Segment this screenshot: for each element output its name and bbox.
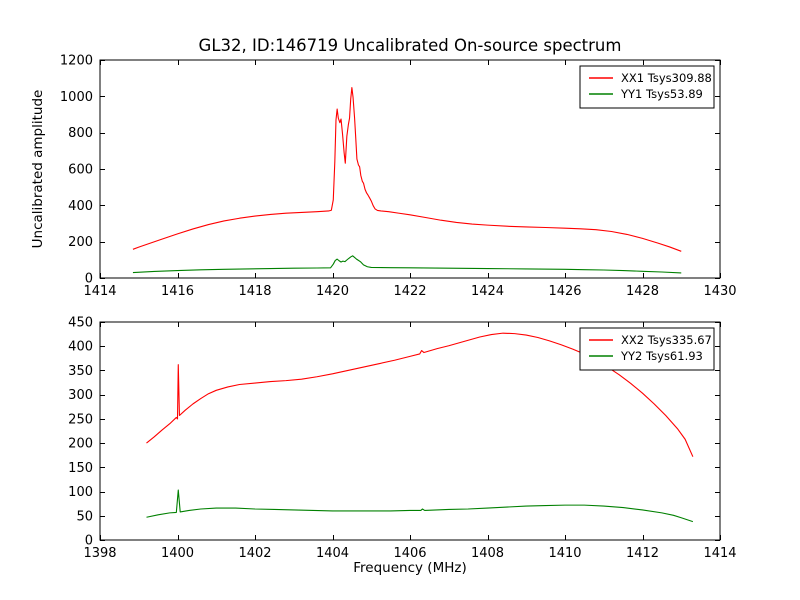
y-tick-label: 450 [68, 316, 93, 331]
x-tick-label: 1400 [161, 546, 194, 561]
y-tick-label: 300 [68, 388, 93, 403]
x-tick-label: 1430 [703, 284, 736, 299]
y-tick-label: 1200 [60, 54, 93, 69]
bottom-spectrum-legend-box [579, 327, 715, 371]
x-tick-label: 1404 [316, 546, 349, 561]
x-tick-label: 1412 [626, 546, 659, 561]
x-tick-label: 1402 [238, 546, 271, 561]
legend-label-XX1: XX1 Tsys309.88 [621, 71, 712, 85]
series-XX1-line [132, 87, 682, 252]
x-tick-label: 1426 [548, 284, 581, 299]
x-tick-label: 1422 [393, 284, 426, 299]
x-tick-label: 1410 [548, 546, 581, 561]
legend-label-YY1: YY1 Tsys53.89 [620, 87, 703, 101]
series-YY2-line [146, 489, 694, 523]
legend-label-XX2: XX2 Tsys335.67 [621, 333, 712, 347]
y-tick-label: 200 [68, 235, 93, 250]
x-tick-label: 1408 [471, 546, 504, 561]
x-axis-label: Frequency (MHz) [353, 560, 467, 576]
y-tick-label: 600 [68, 163, 93, 178]
x-tick-label: 1420 [316, 284, 349, 299]
x-tick-label: 1428 [626, 284, 659, 299]
top-spectrum-legend-box [579, 65, 715, 109]
figure-title: GL32, ID:146719 Uncalibrated On-source s… [198, 36, 622, 55]
x-tick-label: 1414 [83, 284, 116, 299]
x-tick-label: 1424 [471, 284, 504, 299]
y-tick-label: 0 [85, 534, 93, 549]
legend-label-YY2: YY2 Tsys61.93 [620, 349, 703, 363]
x-tick-label: 1406 [393, 546, 426, 561]
y-tick-label: 50 [76, 509, 93, 524]
x-tick-label: 1398 [83, 546, 116, 561]
y-tick-label: 100 [68, 485, 93, 500]
y-tick-label: 350 [68, 364, 93, 379]
y-tick-label: 1000 [60, 90, 93, 105]
x-tick-label: 1416 [161, 284, 194, 299]
y-tick-label: 800 [68, 126, 93, 141]
y-tick-label: 150 [68, 461, 93, 476]
x-tick-label: 1414 [703, 546, 736, 561]
x-tick-label: 1418 [238, 284, 271, 299]
series-YY1-line [132, 255, 682, 274]
y-tick-label: 0 [85, 272, 93, 287]
y-tick-label: 400 [68, 199, 93, 214]
y-tick-label: 400 [68, 340, 93, 355]
y-tick-label: 250 [68, 412, 93, 427]
y-tick-label: 200 [68, 437, 93, 452]
